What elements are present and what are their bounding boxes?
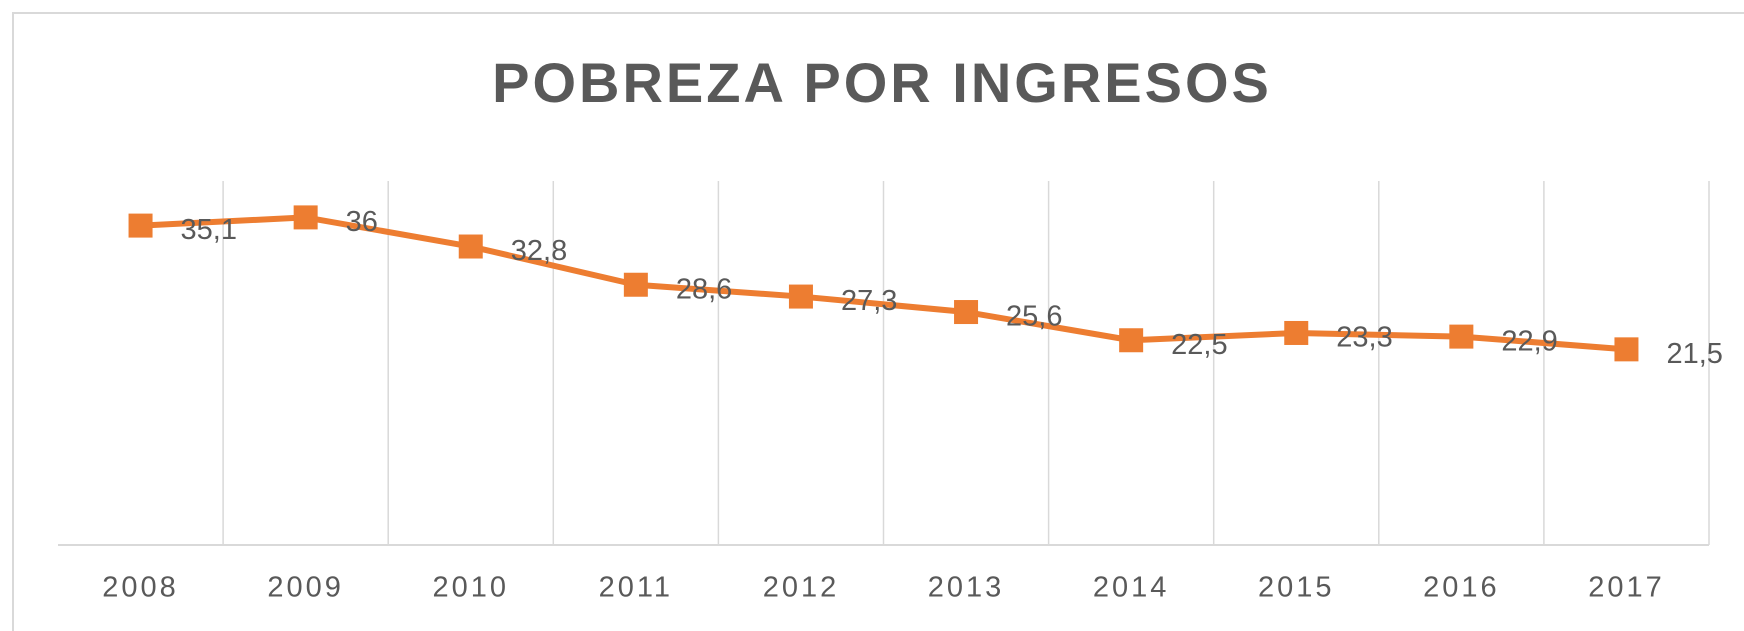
data-point <box>128 213 153 238</box>
data-point <box>1614 337 1639 362</box>
x-tick-label: 2008 <box>102 572 179 604</box>
x-tick-label: 2010 <box>432 572 509 604</box>
data-label: 25,6 <box>1006 301 1062 333</box>
data-label: 23,3 <box>1336 322 1392 354</box>
data-point <box>458 234 483 259</box>
x-tick-label: 2012 <box>763 572 840 604</box>
data-label: 21,5 <box>1666 338 1722 370</box>
data-point <box>788 284 813 309</box>
x-tick-label: 2016 <box>1423 572 1500 604</box>
data-point <box>1119 328 1144 353</box>
data-label: 28,6 <box>676 273 732 305</box>
data-label: 22,5 <box>1171 329 1227 361</box>
x-tick-label: 2011 <box>599 572 673 604</box>
data-label: 36 <box>346 206 378 238</box>
data-point <box>293 205 318 230</box>
chart-frame <box>12 12 1744 631</box>
data-point <box>1449 324 1474 349</box>
x-tick-label: 2009 <box>267 572 344 604</box>
chart-title: POBREZA POR INGRESOS <box>492 51 1272 114</box>
data-point <box>623 272 648 297</box>
x-tick-label: 2017 <box>1588 572 1665 604</box>
data-label: 32,8 <box>511 235 567 267</box>
x-tick-label: 2014 <box>1093 572 1170 604</box>
data-line <box>140 214 1627 353</box>
x-tick-label: 2013 <box>928 572 1005 604</box>
data-point <box>954 300 979 325</box>
data-point <box>1284 320 1309 345</box>
x-tick-label: 2015 <box>1258 572 1335 604</box>
data-label: 22,9 <box>1501 325 1557 357</box>
data-label: 27,3 <box>841 285 897 317</box>
data-label: 35,1 <box>181 214 237 246</box>
